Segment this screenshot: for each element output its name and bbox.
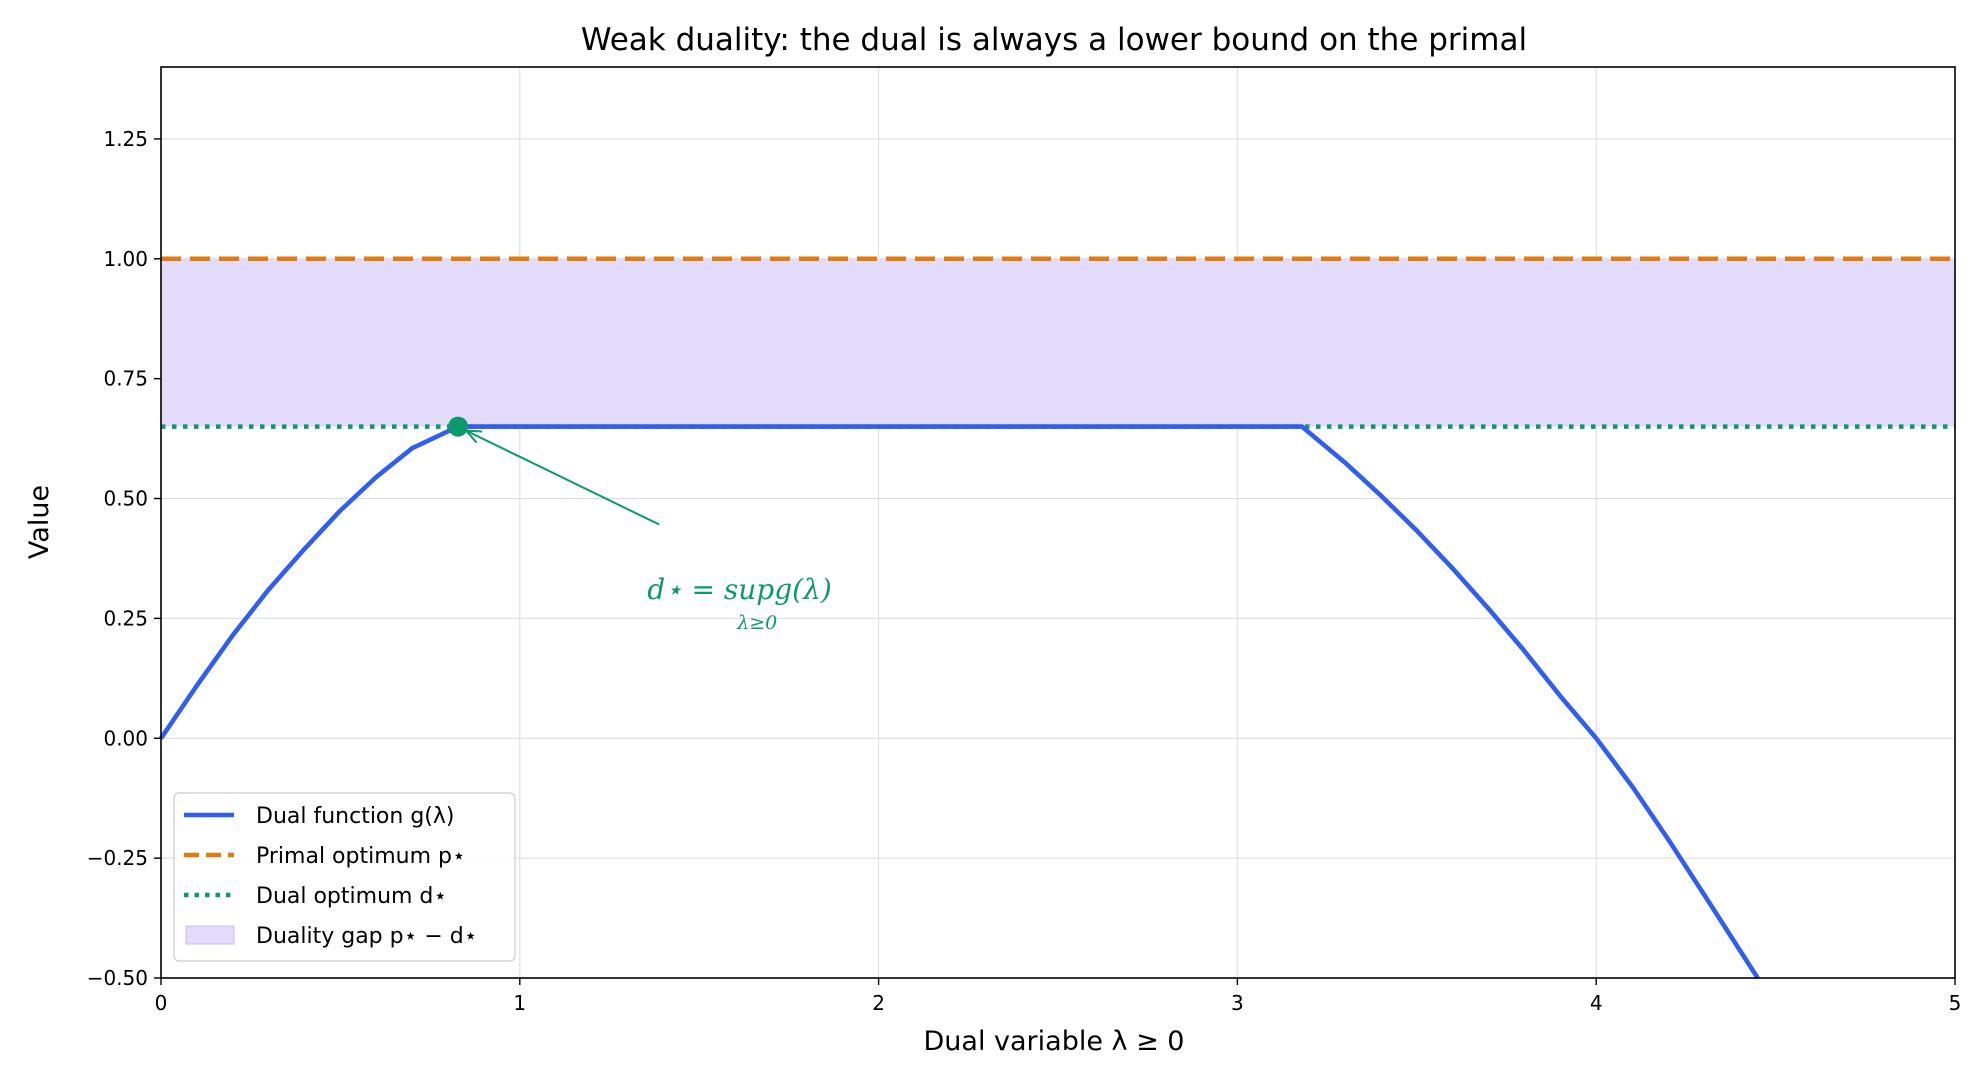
legend-label: Dual optimum d⋆ xyxy=(256,884,447,909)
x-tick-label: 0 xyxy=(155,991,168,1015)
x-tick-label: 2 xyxy=(872,991,885,1015)
annotation-arrow xyxy=(465,429,660,526)
dual-function-curve xyxy=(159,424,1760,980)
legend-label: Dual function g(λ) xyxy=(256,804,454,829)
y-axis-title: Value xyxy=(24,485,55,559)
x-tick-label: 3 xyxy=(1231,991,1244,1015)
y-tick-label: 1.25 xyxy=(103,127,148,151)
annotation-subscript: λ≥0 xyxy=(736,612,777,634)
chart-title: Weak duality: the dual is always a lower… xyxy=(581,22,1527,58)
plot-frame xyxy=(160,66,1956,979)
y-tick-label: 0.50 xyxy=(103,487,148,511)
dual-optimum-point xyxy=(448,416,469,437)
y-tick-label: 0.25 xyxy=(103,606,148,630)
y-tick-label: 0.00 xyxy=(103,726,148,750)
legend-swatch-duality-gap xyxy=(185,925,235,945)
y-tick-label: 0.75 xyxy=(103,367,148,391)
legend: Dual function g(λ) Primal optimum p⋆ Dual … xyxy=(173,792,516,962)
y-tick-label: 1.00 xyxy=(103,247,148,271)
x-tick-label: 4 xyxy=(1590,991,1603,1015)
legend-label: Primal optimum p⋆ xyxy=(256,844,466,869)
duality-gap-band xyxy=(161,258,1955,427)
y-tick-label: −0.50 xyxy=(87,966,148,990)
legend-box xyxy=(173,792,516,962)
y-tick-label: −0.25 xyxy=(87,846,148,870)
legend-label: Duality gap p⋆ − d⋆ xyxy=(256,924,478,949)
axis-ticks: 0 1 2 3 4 5 −0.50 −0.25 0.00 0.25 0.50 0.75 1.00 1.25 xyxy=(87,127,1962,1015)
x-axis-title: Dual variable λ ≥ 0 xyxy=(924,1026,1185,1057)
annotation-label: d⋆ = supg(λ) xyxy=(647,573,832,606)
x-tick-label: 1 xyxy=(513,991,526,1015)
x-tick-label: 5 xyxy=(1949,991,1962,1015)
